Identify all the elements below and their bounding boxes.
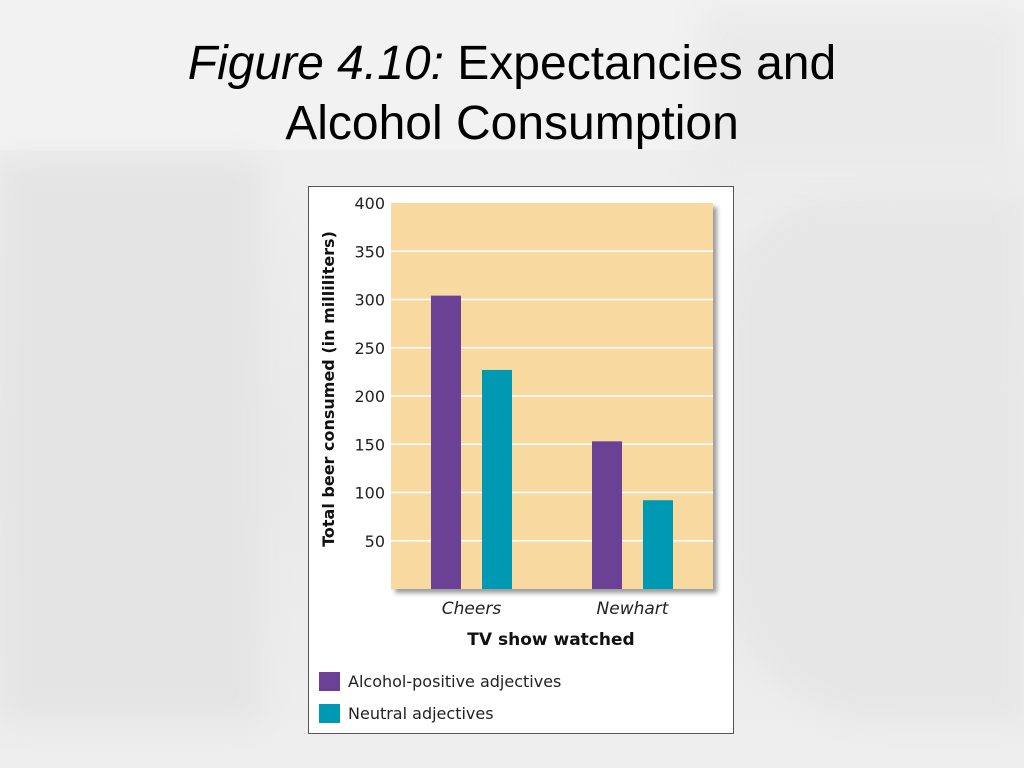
- x-axis-label: TV show watched: [467, 630, 634, 650]
- y-tick-label: 200: [354, 387, 385, 406]
- x-tick-label: Cheers: [442, 599, 502, 619]
- bar-chart: 50 100 150 200 250 300 350 400 Cheers Newhart To…: [319, 194, 713, 650]
- y-tick-label: 50: [365, 532, 385, 551]
- bar-newhart-neutral: [643, 500, 673, 589]
- slide-title: Figure 4.10: Expectancies and Alcohol Co…: [0, 34, 1024, 154]
- y-axis-label: Total beer consumed (in milliliters): [319, 231, 338, 547]
- chart-panel: 50 100 150 200 250 300 350 400 Cheers Newhart To…: [308, 186, 734, 734]
- bar-cheers-neutral: [482, 369, 512, 589]
- legend-item: Neutral adjectives: [319, 697, 561, 729]
- bar-cheers-alcohol-positive: [431, 295, 461, 589]
- y-tick-label: 250: [354, 339, 385, 358]
- y-tick-label: 300: [354, 291, 385, 310]
- y-tick-label: 400: [354, 194, 385, 213]
- legend-item: Alcohol-positive adjectives: [319, 665, 561, 697]
- legend-swatch: [319, 703, 340, 723]
- y-tick-label: 150: [354, 435, 385, 454]
- chart-legend: Alcohol-positive adjectives Neutral adjec…: [319, 665, 561, 729]
- legend-swatch: [319, 671, 340, 691]
- legend-label: Neutral adjectives: [348, 703, 494, 723]
- y-tick-label: 100: [354, 484, 385, 503]
- title-main: Expectancies and: [457, 37, 837, 90]
- figure-number: Figure 4.10:: [187, 37, 444, 90]
- x-tick-label: Newhart: [597, 599, 670, 619]
- y-tick-label: 350: [354, 242, 385, 261]
- title-line2: Alcohol Consumption: [285, 97, 739, 150]
- bar-newhart-alcohol-positive: [592, 441, 622, 589]
- legend-label: Alcohol-positive adjectives: [348, 671, 562, 691]
